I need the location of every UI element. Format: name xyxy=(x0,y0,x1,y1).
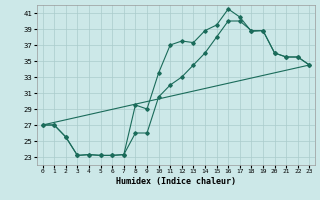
X-axis label: Humidex (Indice chaleur): Humidex (Indice chaleur) xyxy=(116,177,236,186)
